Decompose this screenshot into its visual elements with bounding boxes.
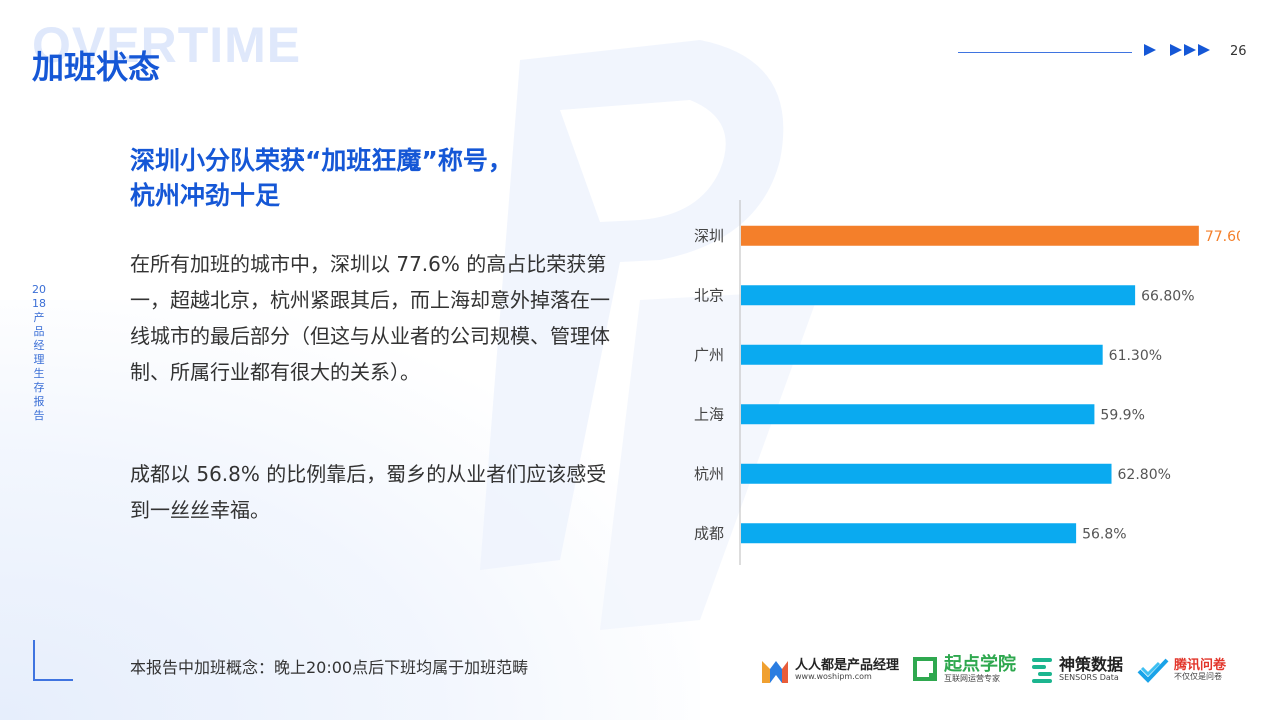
header-rule — [958, 52, 1132, 53]
body-paragraph-1: 在所有加班的城市中，深圳以 77.6% 的高占比荣获第一，超越北京，杭州紧跟其后… — [130, 252, 610, 384]
category-label: 北京 — [694, 286, 724, 304]
category-label: 杭州 — [694, 465, 724, 483]
data-label: 61.30% — [1109, 348, 1162, 364]
category-label: 广州 — [694, 346, 724, 364]
logo-sensors-name: 神策数据 — [1059, 655, 1124, 675]
data-label: 59.9% — [1100, 407, 1144, 423]
category-label: 上海 — [694, 405, 724, 423]
headline-line-2: 杭州冲劲十足 — [130, 181, 281, 210]
headline: 深圳小分队荣获“加班狂魔”称号， 杭州冲劲十足 — [130, 143, 610, 213]
partner-logos: 人人都是产品经理 www.woshipm.com 起点学院 互联网运营专家 神策… — [760, 655, 1226, 685]
logo-qidian: 起点学院 互联网运营专家 — [913, 654, 1017, 684]
play-arrow-icon — [1170, 44, 1182, 56]
logo-tencent-wenjuan-sub: 不仅仅是问卷 — [1174, 671, 1223, 681]
bar — [741, 463, 1112, 484]
bar — [741, 285, 1136, 306]
tencent-wenjuan-logo-icon — [1137, 658, 1169, 683]
data-label: 62.80% — [1118, 467, 1171, 483]
corner-decoration — [33, 679, 73, 681]
logo-woshipm-name: 人人都是产品经理 — [795, 657, 900, 673]
logo-tencent-wenjuan-name: 腾讯问卷 — [1174, 657, 1227, 673]
corner-decoration — [33, 640, 35, 680]
page-title: 加班状态 — [32, 48, 161, 86]
headline-line-1: 深圳小分队荣获“加班狂魔”称号， — [130, 146, 513, 175]
logo-qidian-name: 起点学院 — [944, 654, 1017, 676]
bar — [741, 523, 1077, 544]
category-label: 深圳 — [694, 227, 724, 245]
body-paragraph-2: 成都以 56.8% 的比例靠后，蜀乡的从业者们应该感受到一丝丝幸福。 — [130, 462, 607, 522]
arrow-decoration — [1144, 44, 1210, 56]
bar — [741, 225, 1199, 246]
bar — [741, 344, 1103, 365]
logo-woshipm: 人人都是产品经理 www.woshipm.com — [760, 655, 899, 685]
city-overtime-bar-chart: 深圳 77.60% 北京 66.80% 广州 61.30% 上海 59.9% 杭州 62.80% 成… — [694, 200, 1240, 565]
data-label: 56.8% — [1082, 526, 1126, 542]
data-label: 66.80% — [1141, 288, 1194, 304]
logo-woshipm-sub: www.woshipm.com — [795, 671, 872, 681]
play-arrow-icon — [1144, 44, 1156, 56]
side-report-label: 2018产品经理生存报告 — [32, 283, 46, 422]
play-arrow-icon — [1198, 44, 1210, 56]
logo-sensors-sub: SENSORS Data — [1059, 673, 1119, 683]
sensors-logo-icon — [1032, 658, 1053, 683]
watermark-text: OVERTIME — [32, 17, 302, 73]
data-label: 77.60% — [1205, 229, 1240, 245]
play-arrow-icon — [1184, 44, 1196, 56]
woshipm-logo-icon — [762, 661, 788, 683]
logo-qidian-sub: 互联网运营专家 — [944, 674, 1001, 684]
category-label: 成都 — [694, 524, 724, 542]
footnote: 本报告中加班概念：晚上20:00点后下班均属于加班范畴 — [130, 658, 529, 677]
bar — [741, 404, 1095, 425]
logo-sensors: 神策数据 SENSORS Data — [1030, 656, 1123, 684]
logo-tencent-wenjuan: 腾讯问卷 不仅仅是问卷 — [1137, 657, 1226, 683]
page-number: 26 — [1230, 44, 1247, 59]
qidian-logo-icon — [913, 657, 938, 681]
